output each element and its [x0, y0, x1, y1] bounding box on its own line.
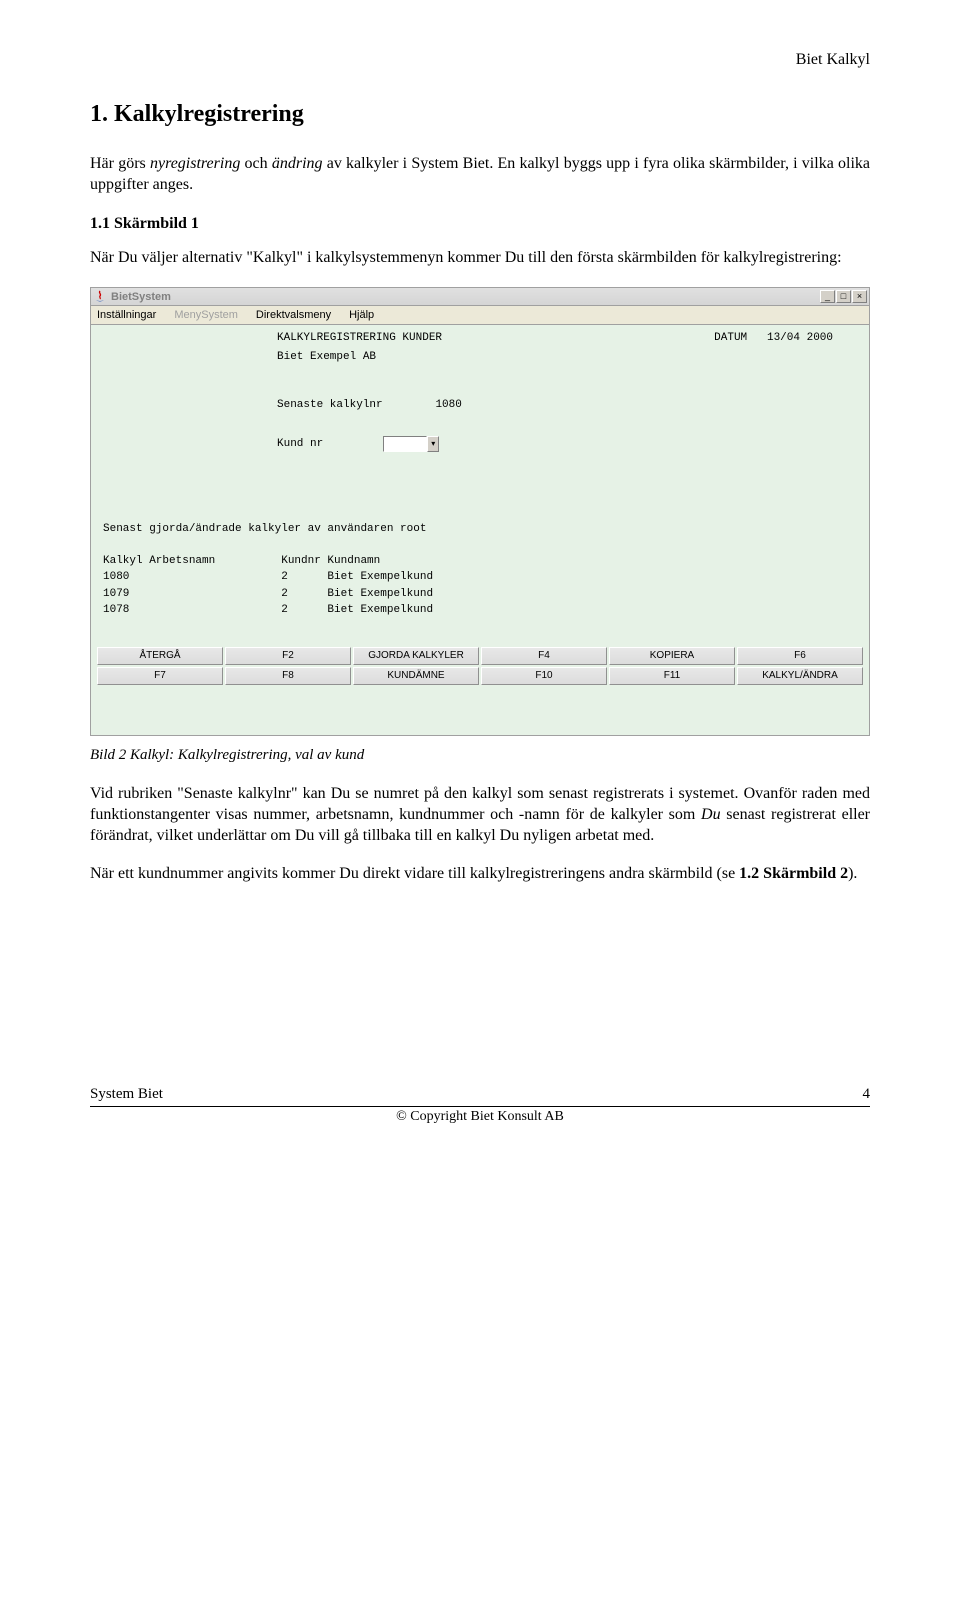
window-controls: _ □ × [820, 290, 867, 303]
fkey-gjorda-kalkyler[interactable]: GJORDA KALKYLER [353, 647, 479, 665]
fkey-kundamne[interactable]: KUNDÄMNE [353, 667, 479, 685]
page-footer: System Biet 4 © Copyright Biet Konsult A… [90, 1085, 870, 1126]
recent-columns: Kalkyl Arbetsnamn Kundnr Kundnamn [103, 553, 863, 570]
senaste-label: Senaste kalkylnr [277, 399, 383, 411]
subsection-title: 1.1 Skärmbild 1 [90, 214, 870, 235]
minimize-button[interactable]: _ [820, 290, 835, 303]
footer-system-name: System Biet [90, 1085, 163, 1105]
senaste-value: 1080 [435, 399, 461, 411]
menu-hjalp[interactable]: Hjälp [349, 308, 374, 322]
kund-label: Kund nr [277, 437, 323, 451]
menubar: Inställningar MenySystem Direktvalsmeny … [91, 306, 869, 325]
recent-row: 1080 2 Biet Exempelkund [103, 569, 863, 586]
titlebar-title: BietSystem [111, 290, 820, 304]
fkey-f10[interactable]: F10 [481, 667, 607, 685]
menu-direktvalsmeny[interactable]: Direktvalsmeny [256, 308, 331, 322]
recent-block: Senast gjorda/ändrade kalkyler av använd… [103, 522, 863, 618]
text: När ett kundnummer angivits kommer Du di… [90, 865, 739, 882]
kund-nr-input[interactable] [383, 436, 427, 452]
emph-andring: ändring [272, 155, 323, 172]
menu-menysystem: MenySystem [174, 308, 238, 322]
titlebar: BietSystem _ □ × [91, 288, 869, 306]
fkey-aterga[interactable]: ÅTERGÅ [97, 647, 223, 665]
fkey-bar: ÅTERGÅ F2 GJORDA KALKYLER F4 KOPIERA F6 … [97, 647, 863, 685]
company-name: Biet Exempel AB [277, 350, 863, 364]
recent-header: Senast gjorda/ändrade kalkyler av använd… [103, 522, 863, 536]
fkey-f2[interactable]: F2 [225, 647, 351, 665]
kund-row: Kund nr ▾ [277, 436, 863, 452]
close-button[interactable]: × [852, 290, 867, 303]
emph-du: Du [701, 806, 721, 823]
fkey-kalkyl-andra[interactable]: KALKYL/ÄNDRA [737, 667, 863, 685]
senaste-row: Senaste kalkylnr 1080 [277, 398, 863, 412]
screen-title: KALKYLREGISTRERING KUNDER [277, 331, 442, 345]
intro-paragraph: Här görs nyregistrering och ändring av k… [90, 154, 870, 196]
recent-row: 1079 2 Biet Exempelkund [103, 586, 863, 603]
maximize-button[interactable]: □ [836, 290, 851, 303]
fkey-kopiera[interactable]: KOPIERA [609, 647, 735, 665]
figure-caption: Bild 2 Kalkyl: Kalkylregistrering, val a… [90, 746, 870, 766]
java-icon [93, 290, 107, 304]
datum-value: 13/04 2000 [767, 332, 833, 344]
page-header-product: Biet Kalkyl [90, 50, 870, 71]
app-body: KALKYLREGISTRERING KUNDER DATUM 13/04 20… [91, 325, 869, 735]
fkey-f4[interactable]: F4 [481, 647, 607, 665]
kund-dropdown-button[interactable]: ▾ [427, 436, 439, 452]
body-paragraph-2: Vid rubriken "Senaste kalkylnr" kan Du s… [90, 784, 870, 846]
footer-page-number: 4 [863, 1085, 871, 1105]
subsection-intro: När Du väljer alternativ "Kalkyl" i kalk… [90, 248, 870, 269]
datum-block: DATUM 13/04 2000 [714, 331, 833, 345]
fkey-f11[interactable]: F11 [609, 667, 735, 685]
fkey-f7[interactable]: F7 [97, 667, 223, 685]
app-window: BietSystem _ □ × Inställningar MenySyste… [90, 287, 870, 736]
recent-row: 1078 2 Biet Exempelkund [103, 602, 863, 619]
text: Här görs [90, 155, 150, 172]
text: ). [848, 865, 857, 882]
menu-installningar[interactable]: Inställningar [97, 308, 156, 322]
fkey-f8[interactable]: F8 [225, 667, 351, 685]
emph-nyregistrering: nyregistrering [150, 155, 240, 172]
ref-skarmbild-2: 1.2 Skärmbild 2 [739, 865, 848, 882]
section-title: 1. Kalkylregistrering [90, 99, 870, 130]
fkey-f6[interactable]: F6 [737, 647, 863, 665]
body-paragraph-3: När ett kundnummer angivits kommer Du di… [90, 864, 870, 885]
text: och [240, 155, 272, 172]
footer-copyright: © Copyright Biet Konsult AB [90, 1108, 870, 1126]
datum-label: DATUM [714, 332, 747, 344]
